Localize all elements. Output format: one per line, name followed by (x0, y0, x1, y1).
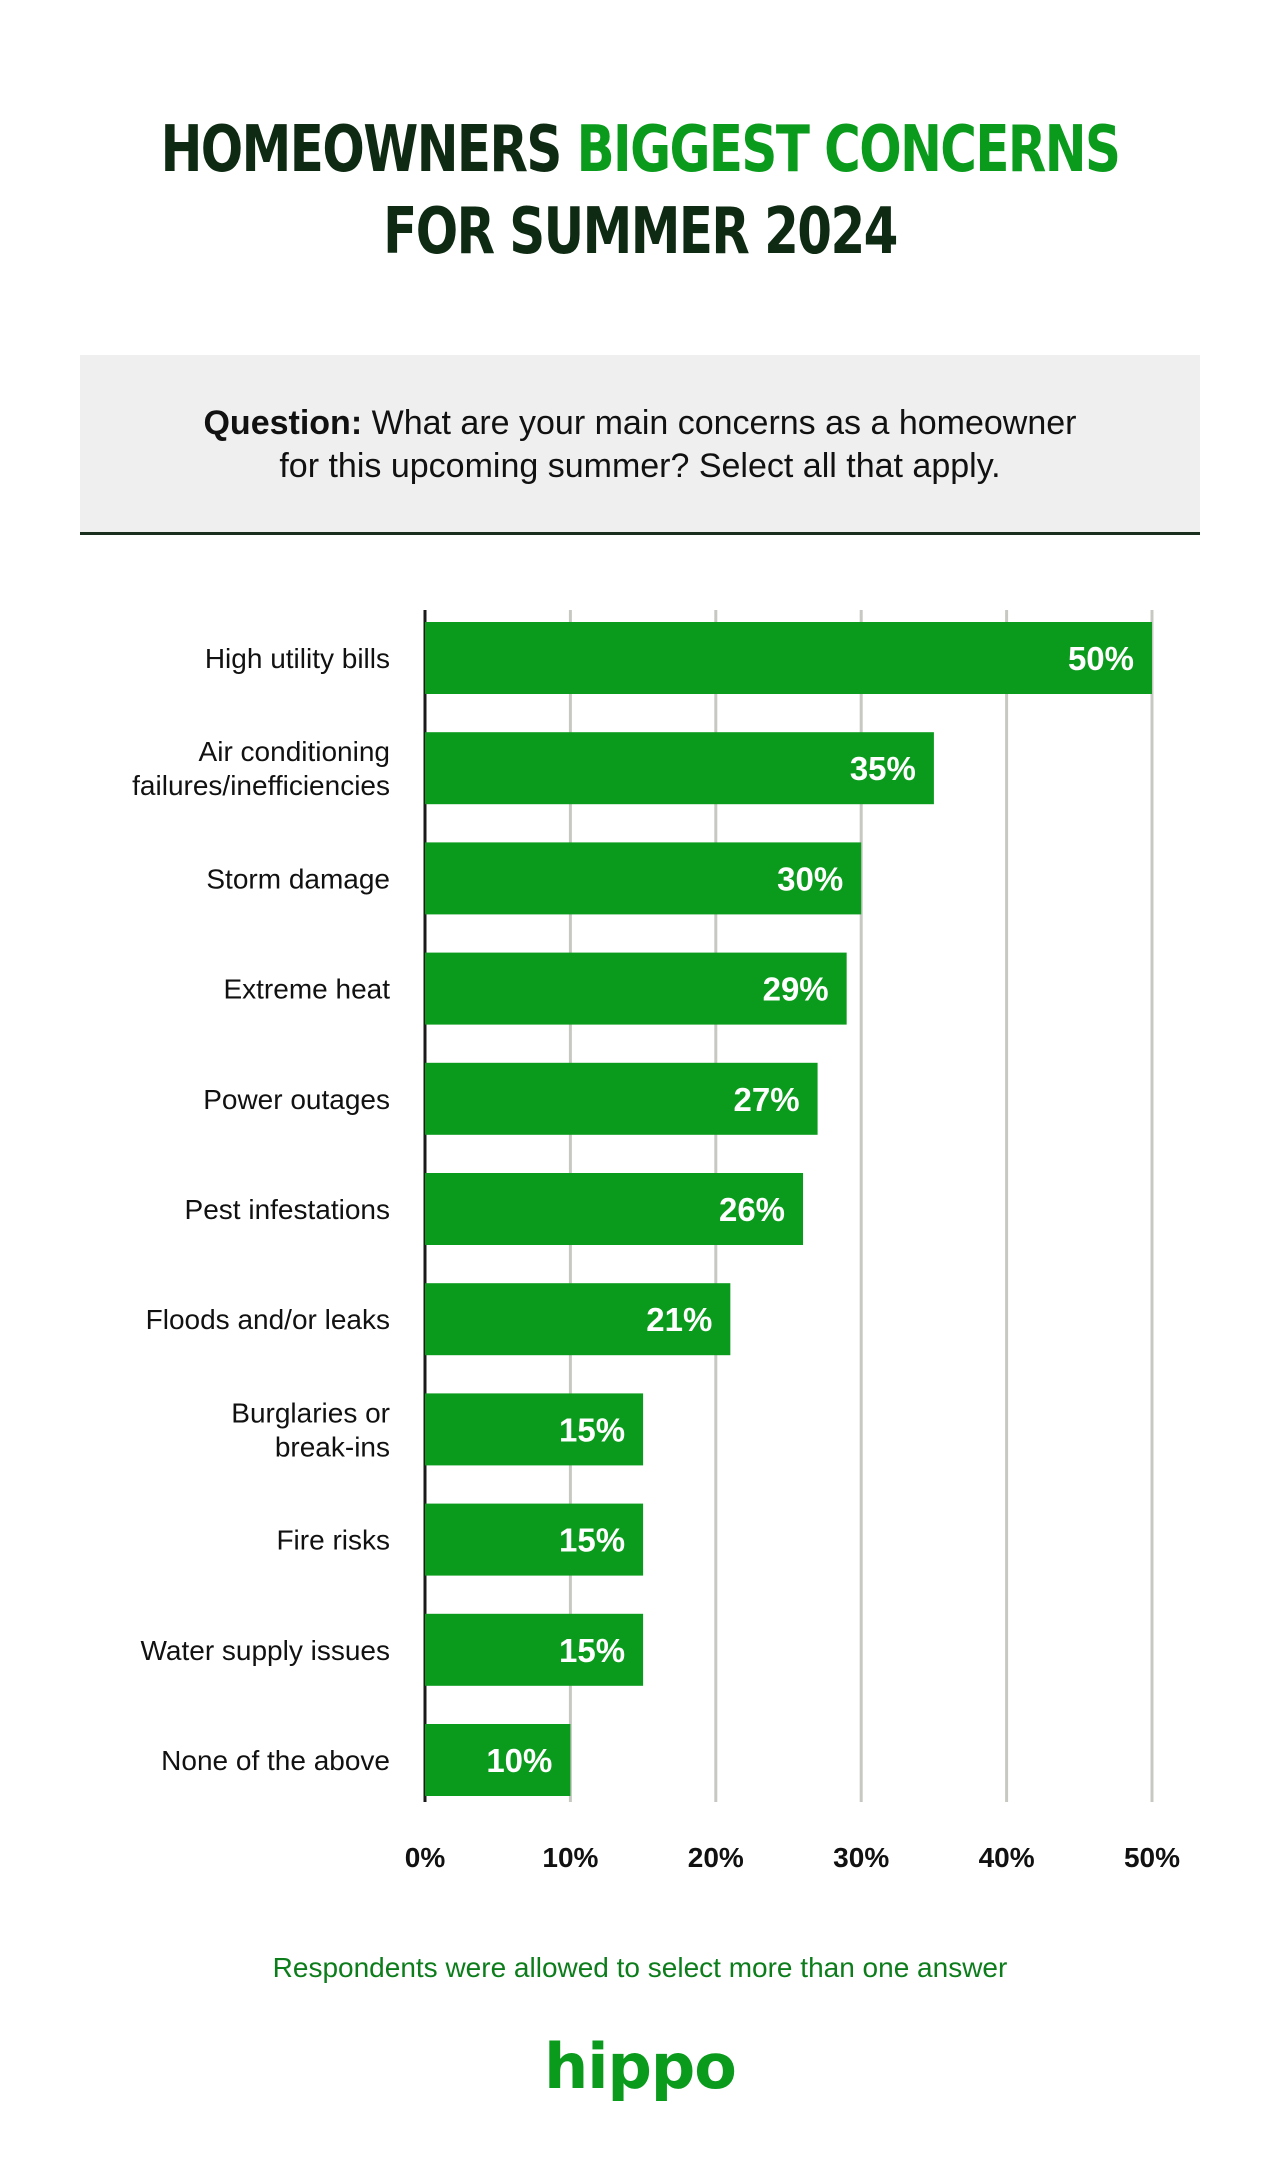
bar-0 (425, 622, 1152, 694)
bar-value-label-0: 50% (1068, 640, 1134, 677)
x-tick-label-50: 50% (1124, 1842, 1180, 1873)
x-tick-label-40: 40% (979, 1842, 1035, 1873)
category-label-6: Floods and/or leaks (146, 1304, 390, 1335)
category-label-line: Storm damage (206, 863, 390, 894)
category-label-line: High utility bills (205, 643, 390, 674)
category-label-4: Power outages (203, 1084, 390, 1115)
bar-value-label-8: 15% (559, 1522, 625, 1559)
bar-value-label-10: 10% (486, 1742, 552, 1779)
bar-6 (425, 1283, 731, 1356)
x-tick-label-10: 10% (542, 1842, 598, 1873)
category-label-line: Fire risks (276, 1525, 390, 1556)
category-labels: High utility bills Air conditioning failur… (132, 643, 390, 1776)
category-label-7: Burglaries or break-ins (231, 1397, 390, 1462)
question-line-1: What are your main concerns as a homeown… (371, 404, 1077, 442)
title-dark-part: HOMEOWNERS (160, 113, 563, 187)
x-tick-label-30: 30% (833, 1842, 889, 1873)
hippo-logo: hippo (544, 2030, 737, 2103)
category-label-line: break-ins (275, 1431, 390, 1462)
category-label-2: Storm damage (206, 863, 390, 894)
category-label-10: None of the above (161, 1745, 390, 1776)
x-axis-ticks: 0% 10% 20% 30% 40% 50% (405, 1842, 1180, 1873)
bar-4 (425, 1062, 818, 1135)
question-label: Question: (203, 404, 363, 442)
category-label-3: Extreme heat (223, 974, 390, 1005)
question-box: Question: What are your main concerns as… (80, 355, 1200, 535)
category-label-line: Extreme heat (223, 974, 390, 1005)
category-label-0: High utility bills (205, 643, 390, 674)
bar-value-label-1: 35% (850, 750, 916, 787)
bar-10 (425, 1724, 571, 1796)
x-tick-label-0: 0% (405, 1842, 446, 1873)
x-tick-label-20: 20% (688, 1842, 744, 1873)
bar-2 (425, 842, 862, 915)
bar-1 (425, 732, 934, 805)
category-label-1: Air conditioning failures/inefficiencies (132, 736, 390, 801)
bar-value-label-9: 15% (559, 1632, 625, 1669)
bar-value-label-2: 30% (777, 860, 843, 897)
question-line-2: for this upcoming summer? Select all tha… (279, 447, 1001, 485)
bars: 50% 35% 30% 29% 27% 26% 21% 15% 15% 15% 10% (425, 622, 1152, 1796)
category-label-line: None of the above (161, 1745, 390, 1776)
bar-3 (425, 952, 847, 1025)
category-label-line: Power outages (203, 1084, 390, 1115)
bar-value-label-6: 21% (646, 1301, 712, 1338)
bar-value-label-5: 26% (719, 1191, 785, 1228)
title-green-part: BIGGEST CONCERNS (576, 113, 1121, 187)
bar-8 (425, 1503, 644, 1576)
category-label-line: Air conditioning (199, 736, 390, 767)
question-text: Question: What are your main concerns as… (80, 402, 1200, 488)
chart-title-line-1: HOMEOWNERS BIGGEST CONCERNS (141, 108, 1139, 192)
bar-7 (425, 1393, 644, 1466)
category-label-5: Pest infestations (185, 1194, 390, 1225)
bar-value-label-7: 15% (559, 1411, 625, 1448)
footnote: Respondents were allowed to select more … (272, 1952, 1008, 1983)
bar-value-label-3: 29% (763, 971, 829, 1008)
category-label-line: Pest infestations (185, 1194, 390, 1225)
chart-title-line-2: FOR SUMMER 2024 (383, 195, 898, 269)
bar-9 (425, 1613, 644, 1686)
category-label-line: Water supply issues (141, 1635, 391, 1666)
category-label-line: failures/inefficiencies (132, 770, 390, 801)
category-label-line: Burglaries or (231, 1397, 390, 1428)
category-label-8: Fire risks (276, 1525, 390, 1556)
category-label-line: Floods and/or leaks (146, 1304, 390, 1335)
category-label-9: Water supply issues (141, 1635, 391, 1666)
bar-5 (425, 1173, 804, 1245)
bar-chart: 50% 35% 30% 29% 27% 26% 21% 15% 15% 15% 10% High u… (132, 610, 1180, 1873)
bar-value-label-4: 27% (734, 1081, 800, 1118)
